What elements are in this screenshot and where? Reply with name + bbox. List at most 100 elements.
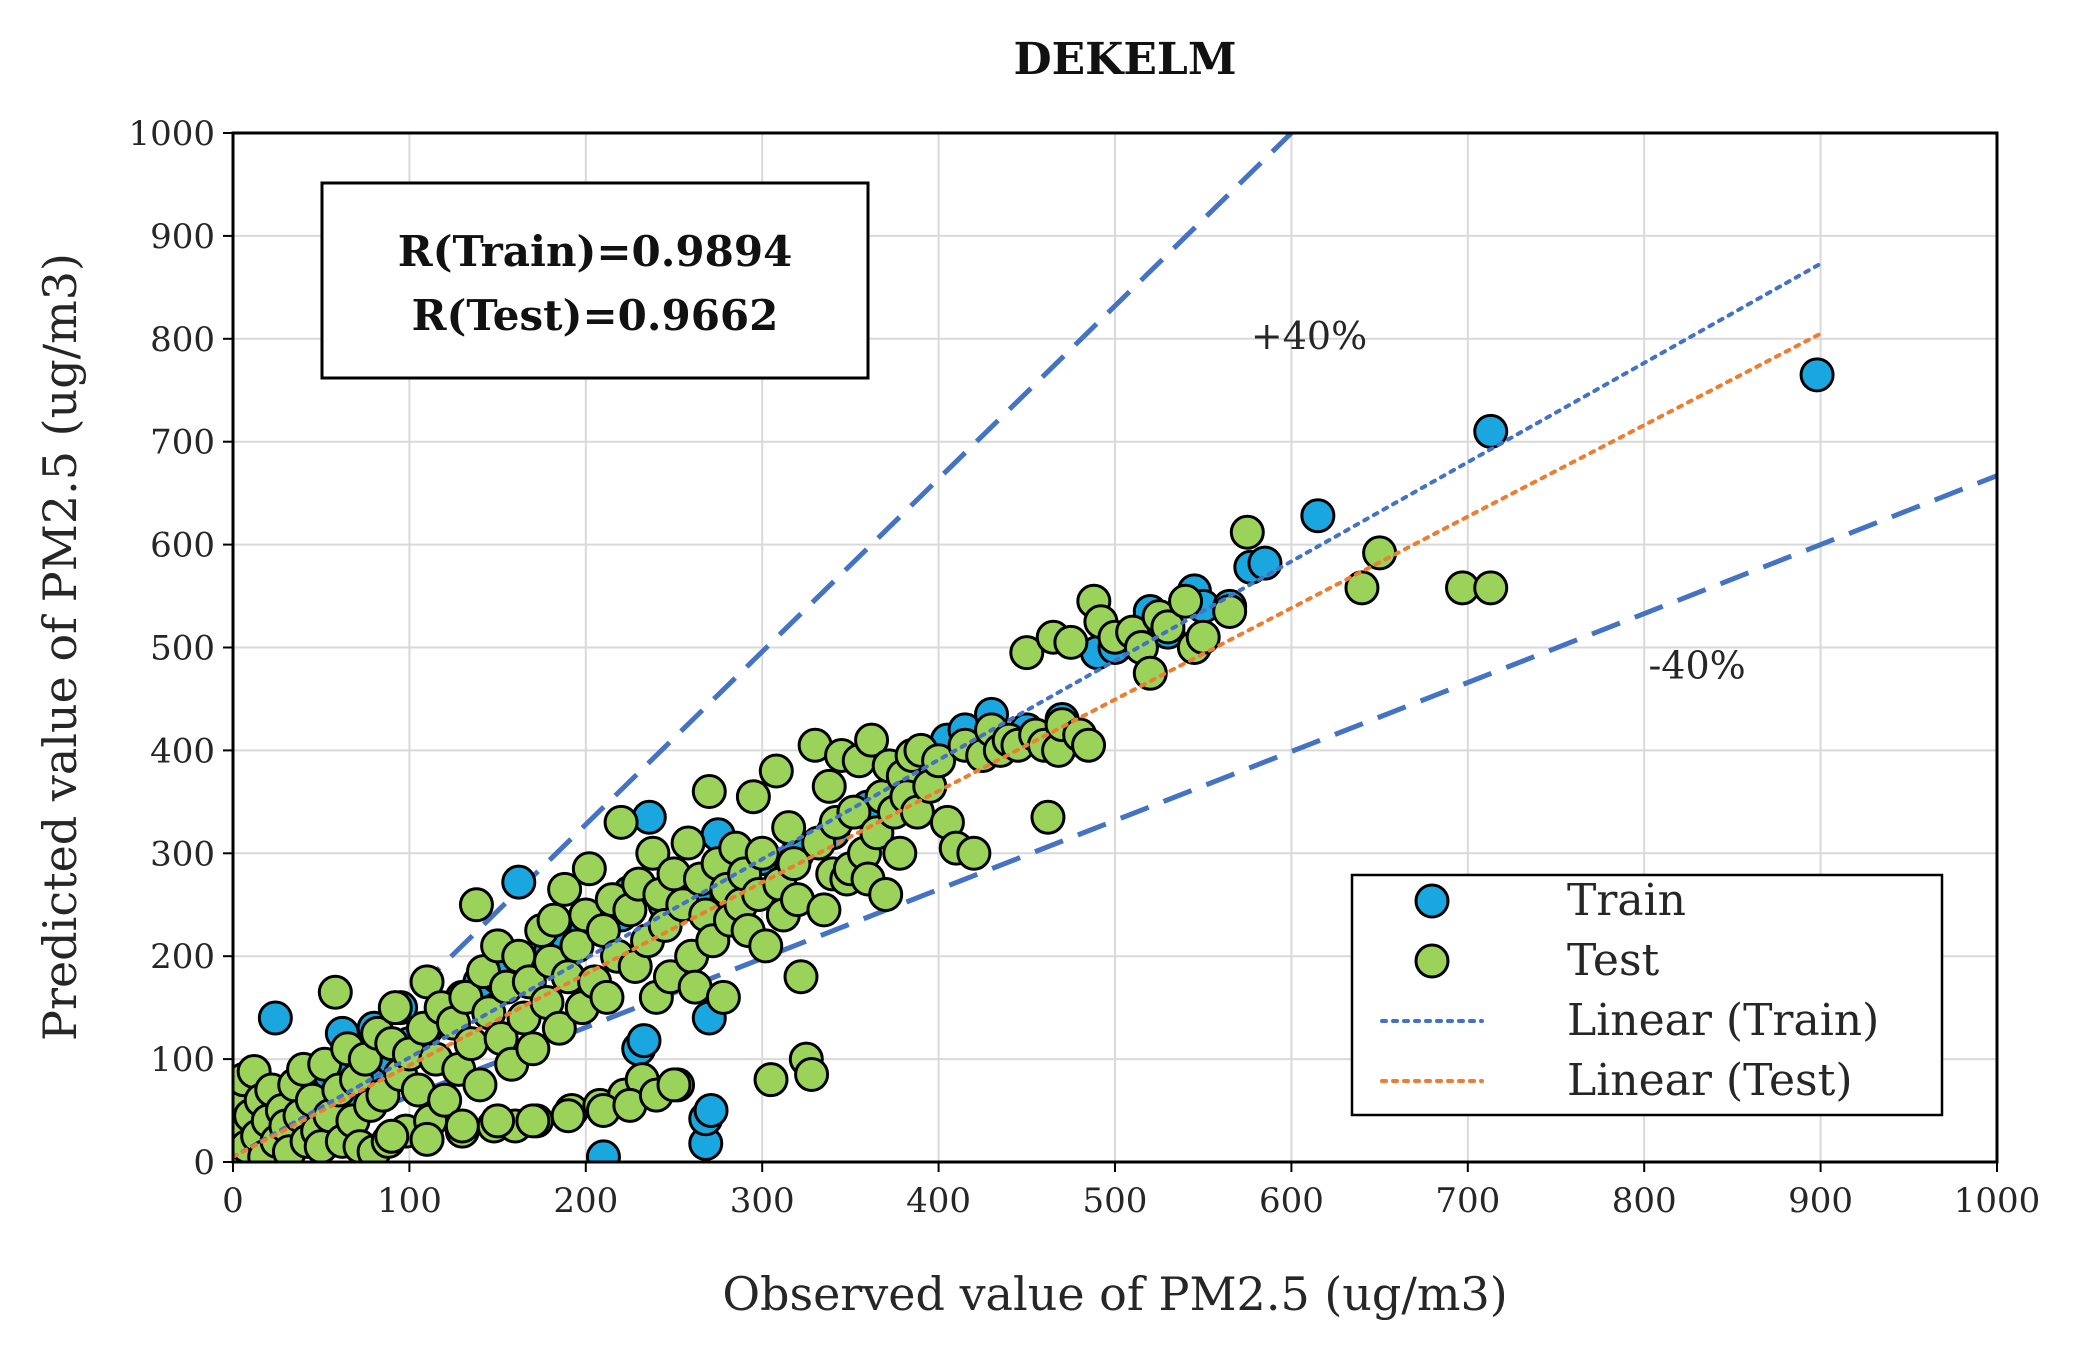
x-tick-label-4: 400: [906, 1181, 971, 1221]
point-test-200: [550, 1098, 586, 1134]
point-test-120: [744, 835, 780, 871]
point-test-121: [748, 928, 784, 964]
point-test-134: [806, 892, 842, 928]
point-test-103: [670, 825, 706, 861]
y-tick-label-4: 400: [150, 731, 215, 771]
point-test-168: [1009, 635, 1045, 671]
y-tick-label-10: 1000: [128, 114, 215, 154]
point-test-85: [589, 979, 625, 1015]
point-test-123: [758, 753, 794, 789]
point-test-186: [1168, 583, 1204, 619]
point-test-118: [735, 779, 771, 815]
legend-label-0: Train: [1567, 875, 1686, 926]
point-test-88: [603, 804, 639, 840]
point-test-185: [1150, 609, 1186, 645]
x-tick-label-9: 900: [1788, 1181, 1853, 1221]
point-test-199: [515, 1103, 551, 1139]
y-axis-ticks: 0 100 200 300 400 500 600 700 800 900 1000: [128, 114, 233, 1183]
point-test-190: [1229, 514, 1265, 550]
trend-line-0: [233, 261, 1823, 1159]
point-test-198: [480, 1103, 516, 1139]
x-tick-label-2: 200: [553, 1181, 618, 1221]
bound-line-1: [234, 473, 1997, 1162]
point-test-127: [776, 846, 812, 882]
annotation-0: +40%: [1251, 314, 1367, 358]
trend-lines: [233, 261, 1823, 1159]
x-axis-ticks: 0 100 200 300 400 500 600 700 800 900 1000: [222, 1162, 2040, 1221]
legend: Train Test Linear (Train) Linear (Test): [1350, 873, 1944, 1117]
y-tick-label-8: 800: [150, 320, 215, 360]
x-tick-label-7: 700: [1435, 1181, 1500, 1221]
point-test-189: [1212, 593, 1248, 629]
point-test-135: [811, 768, 847, 804]
x-tick-label-5: 500: [1083, 1181, 1148, 1221]
point-train-31: [501, 864, 537, 900]
y-tick-label-2: 200: [150, 937, 215, 977]
point-test-177: [1071, 727, 1107, 763]
point-test-73: [536, 902, 572, 938]
point-test-81: [571, 851, 607, 887]
point-test-162: [956, 835, 992, 871]
y-tick-label-9: 900: [150, 217, 215, 257]
point-test-204: [656, 1067, 692, 1103]
annotations: +40% -40%: [1251, 314, 1746, 687]
x-tick-label-6: 600: [1259, 1181, 1324, 1221]
point-test-151: [882, 835, 918, 871]
point-train-8: [257, 1000, 293, 1036]
point-train-39: [626, 1023, 662, 1059]
point-test-129: [783, 959, 819, 995]
point-test-141: [836, 794, 872, 830]
chart-title: DEKELM: [1013, 34, 1236, 85]
point-test-49: [427, 1082, 463, 1118]
point-test-95: [635, 835, 671, 871]
stats-box: R(Train)=0.9894 R(Test)=0.9662: [320, 181, 870, 380]
point-train-72: [1300, 498, 1336, 534]
point-train-71: [1247, 545, 1283, 581]
y-axis-title: Predicted value of PM2.5 (ug/m3): [33, 253, 87, 1041]
legend-marker-0: [1414, 883, 1450, 919]
point-test-194: [1473, 570, 1509, 606]
y-tick-label-0: 0: [193, 1143, 215, 1183]
point-test-197: [444, 1108, 480, 1144]
x-tick-label-0: 0: [222, 1181, 244, 1221]
annotation-1: -40%: [1648, 643, 1745, 687]
y-tick-label-6: 600: [150, 526, 215, 566]
point-test-196: [409, 1121, 445, 1157]
y-tick-label-3: 300: [150, 834, 215, 874]
point-test-183: [1132, 655, 1168, 691]
point-test-56: [462, 1067, 498, 1103]
stat-test: R(Test)=0.9662: [412, 291, 779, 340]
point-test-111: [705, 979, 741, 1015]
point-test-74: [541, 1010, 577, 1046]
x-axis-title: Observed value of PM2.5 (ug/m3): [722, 1267, 1507, 1321]
point-test-108: [691, 774, 727, 810]
point-test-122: [753, 1062, 789, 1098]
point-test-175: [1053, 624, 1089, 660]
x-tick-label-3: 300: [730, 1181, 795, 1221]
point-test-131: [794, 1057, 830, 1093]
point-train-41: [631, 799, 667, 835]
point-test-191: [1344, 570, 1380, 606]
y-tick-label-7: 700: [150, 423, 215, 463]
plot-area: [233, 133, 1997, 1162]
point-train-48: [693, 1093, 729, 1129]
point-test-75: [547, 871, 583, 907]
point-train-36: [585, 1139, 621, 1162]
point-test-148: [868, 876, 904, 912]
trend-line-1: [233, 331, 1823, 1159]
legend-label-3: Linear (Test): [1567, 1055, 1852, 1106]
x-tick-label-1: 100: [377, 1181, 442, 1221]
point-test-145: [854, 722, 890, 758]
legend-marker-1: [1414, 943, 1450, 979]
point-test-158: [921, 743, 957, 779]
legend-label-2: Linear (Train): [1567, 995, 1879, 1046]
stat-train: R(Train)=0.9894: [398, 227, 793, 276]
x-tick-label-10: 1000: [1954, 1181, 2041, 1221]
point-test-68: [515, 1031, 551, 1067]
x-tick-label-8: 800: [1612, 1181, 1677, 1221]
y-tick-label-5: 500: [150, 629, 215, 669]
point-train-74: [1799, 357, 1835, 393]
point-test-39: [377, 990, 413, 1026]
